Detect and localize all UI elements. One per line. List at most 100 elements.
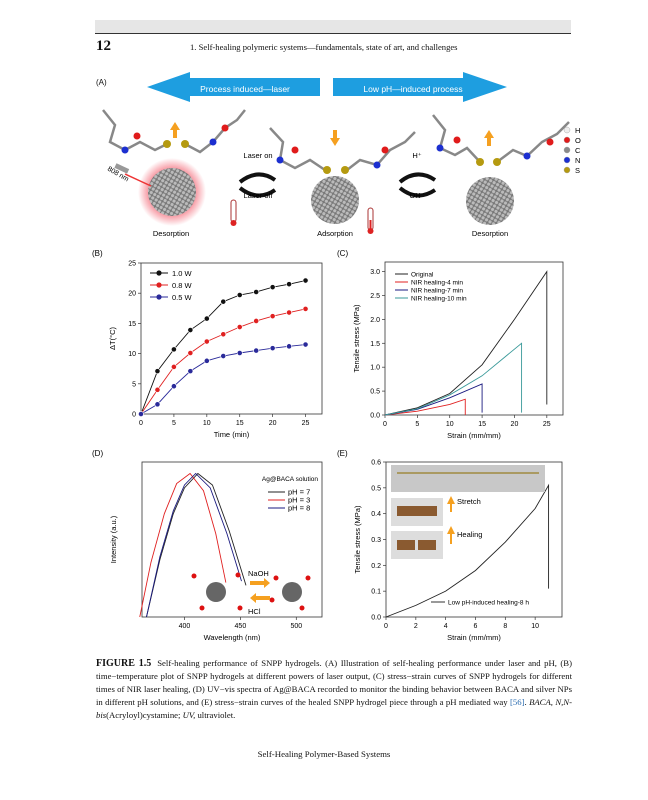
y-axis-label: ΔT(°C): [108, 327, 117, 351]
state-label: Desorption: [472, 229, 508, 238]
atom-legend-label: O: [575, 136, 581, 145]
x-tick-label: 0: [139, 420, 143, 427]
y-tick-label: 0.6: [371, 460, 381, 467]
chart-d: (D) 400 450 500 Wavelength (nm) Intensity (a.…: [92, 449, 323, 642]
y-tick-label: 1.5: [370, 341, 380, 348]
y-tick-label: 0.0: [370, 413, 380, 420]
x-tick-label: 10: [203, 420, 211, 427]
y-tick-label: 3.0: [370, 269, 380, 276]
state-label: Adsorption: [317, 229, 353, 238]
data-point: [302, 341, 309, 348]
panel-a-label: (A): [96, 78, 107, 87]
x-tick-label: 8: [503, 623, 507, 630]
y-tick-label: 0.2: [371, 563, 381, 570]
data-point: [154, 386, 161, 393]
nanoparticle-sphere-1: [148, 168, 196, 216]
caption-text: Self-healing performance of SNPP hydroge…: [96, 658, 572, 707]
arrow-left-label: Process induced—laser: [200, 84, 290, 94]
y-tick-label: 0.3: [371, 537, 381, 544]
caption-text: ultraviolet.: [195, 710, 236, 720]
ligand-dot: [273, 575, 279, 581]
atom-legend-label: S: [575, 166, 580, 175]
chart-c: (C) 0 5 10 15 20 25 0.0 0.5 1.0 1.5 2.0 2.5 3.0 Strain…: [337, 249, 564, 440]
y-tick-label: 0.0: [371, 615, 381, 622]
y-tick-label: 5: [132, 381, 136, 388]
data-point: [253, 289, 260, 295]
data-point: [253, 318, 260, 324]
legend-label: Low pH-induced healing-8 h: [448, 600, 529, 607]
oxygen-atoms: [133, 124, 554, 154]
data-point: [171, 383, 177, 390]
healing-label: Healing: [457, 530, 482, 539]
y-tick-label: 25: [128, 261, 136, 268]
citation-link[interactable]: [56]: [510, 697, 525, 707]
ligand-dot: [269, 597, 275, 603]
data-point: [302, 277, 309, 284]
data-point: [302, 306, 309, 312]
chart-b: (B) 0 5 10 15 20 25 0 5 10 15 20 25 Time (min) ΔT(°C) 1…: [92, 249, 323, 439]
data-point: [236, 292, 243, 298]
state-label: Desorption: [153, 229, 189, 238]
arrow-right: [333, 72, 507, 102]
top-bar: [95, 20, 571, 34]
thermometer-icon: [230, 199, 237, 226]
running-head: 1. Self-healing polymeric systems—fundam…: [190, 42, 458, 52]
stretched-sample-photo: [391, 465, 545, 492]
atom-legend-label: H: [575, 126, 580, 135]
atom-legend-dot: [563, 126, 571, 134]
data-point: [269, 284, 276, 291]
x-tick-label: 6: [474, 623, 478, 630]
left-arrow-icon: [250, 593, 270, 603]
x-tick-label: 20: [511, 421, 519, 428]
panel-label: (E): [337, 449, 348, 458]
legend-label: Original: [411, 272, 434, 279]
x-axis-label: Strain (mm/mm): [447, 633, 501, 642]
stretch-label: Stretch: [457, 497, 481, 506]
data-point: [187, 350, 194, 356]
series-line: [146, 472, 247, 618]
y-axis-label: Tensile stress (MPa): [353, 505, 362, 573]
series-line: [146, 472, 242, 618]
legend-label: 1.0 W: [172, 269, 193, 278]
up-arrow-icon: [170, 122, 180, 138]
thermometer-icon: [367, 207, 374, 234]
up-arrow-icon: [447, 526, 455, 544]
y-tick-label: 0.5: [370, 389, 380, 396]
data-point: [171, 346, 177, 353]
atom-legend-label: C: [575, 146, 581, 155]
series-line: [384, 398, 466, 416]
legend-title: Ag@BACA solution: [262, 476, 318, 483]
nanoparticle-sphere-3: [466, 177, 514, 225]
y-tick-label: 0.5: [371, 485, 381, 492]
x-tick-label: 15: [236, 420, 244, 427]
x-tick-label: 500: [290, 623, 302, 630]
data-point: [203, 357, 210, 364]
ligand-dot: [235, 572, 241, 578]
caption-abbr: BACA, N,N-bis: [96, 697, 572, 720]
series-line: [384, 270, 548, 416]
plot-frame: [141, 461, 323, 618]
ligand-dot: [237, 605, 243, 611]
x-tick-label: 4: [444, 623, 448, 630]
data-point: [253, 347, 260, 354]
figure-caption: FIGURE 1.5 Self-healing performance of SN…: [96, 657, 572, 722]
data-point: [154, 401, 161, 408]
ligand-dot: [199, 605, 205, 611]
data-point: [236, 350, 243, 356]
x-tick-label: 10: [446, 421, 454, 428]
cycle-arrow-icon: [398, 172, 437, 184]
data-point: [269, 313, 276, 320]
y-tick-label: 20: [128, 291, 136, 298]
series-line: [385, 483, 550, 618]
sample-piece: [418, 540, 436, 550]
caption-text: .: [524, 697, 530, 707]
page-number: 12: [96, 38, 111, 54]
nanoparticle-icon: [282, 582, 302, 602]
laser-off-label: Laser off: [243, 191, 273, 200]
ligand-dot: [191, 573, 197, 579]
data-point: [187, 327, 194, 333]
x-axis-label: Wavelength (nm): [204, 633, 261, 642]
data-point: [220, 331, 227, 338]
atom-legend-dot: [563, 166, 571, 174]
